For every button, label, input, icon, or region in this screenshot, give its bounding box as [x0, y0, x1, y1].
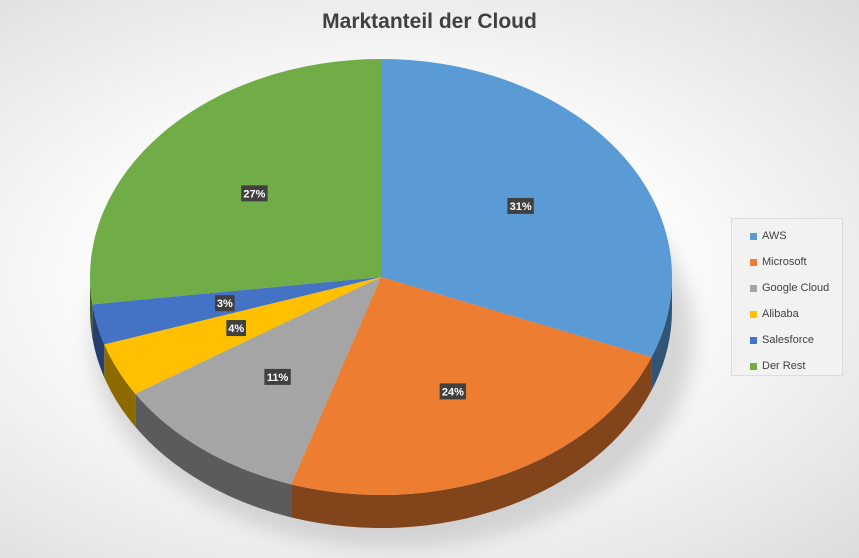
data-label-der-rest: 27% — [243, 188, 265, 200]
data-label-microsoft: 24% — [442, 386, 464, 398]
pie-side-google-cloud — [135, 393, 292, 518]
pie-side-der-rest — [90, 277, 93, 338]
pie-slice-microsoft — [291, 277, 652, 495]
legend-item-salesforce: Salesforce — [732, 327, 842, 353]
data-label-bg-microsoft — [439, 383, 467, 400]
legend-item-google-cloud: Google Cloud — [732, 275, 842, 301]
data-label-bg-aws — [507, 197, 534, 214]
pie-side-aws — [651, 277, 672, 391]
legend-swatch-aws — [750, 232, 757, 240]
pie-slice-google-cloud — [135, 277, 381, 485]
legend-label-salesforce: Salesforce — [762, 334, 814, 346]
data-label-bg-salesforce — [215, 295, 235, 312]
legend-swatch-google-cloud — [750, 284, 757, 292]
legend-label-der-rest: Der Rest — [762, 360, 806, 372]
data-label-salesforce: 3% — [217, 298, 233, 310]
legend-item-alibaba: Alibaba — [732, 301, 842, 327]
legend-label-google-cloud: Google Cloud — [762, 282, 830, 294]
legend-swatch-salesforce — [750, 336, 757, 344]
legend-swatch-alibaba — [750, 310, 757, 318]
legend: AWS Microsoft Google Cloud Alibaba Salesforc… — [731, 218, 843, 376]
legend-label-microsoft: Microsoft — [762, 256, 807, 268]
pie-side-alibaba — [104, 344, 136, 427]
legend-label-aws: AWS — [762, 230, 787, 242]
data-label-bg-alibaba — [226, 320, 246, 337]
data-label-alibaba: 4% — [228, 323, 244, 335]
legend-swatch-der-rest — [750, 362, 757, 370]
pie-side-salesforce — [92, 304, 105, 378]
pie-slice-salesforce — [92, 277, 382, 345]
legend-label-alibaba: Alibaba — [762, 308, 799, 320]
legend-swatch-microsoft — [750, 258, 757, 266]
data-label-google-cloud: 11% — [267, 372, 289, 384]
chart-title: Marktanteil der Cloud — [322, 10, 537, 33]
pie-side-microsoft — [291, 357, 652, 528]
legend-item-microsoft: Microsoft — [732, 249, 842, 275]
legend-item-aws: AWS — [732, 223, 842, 249]
data-label-bg-der-rest — [241, 185, 268, 202]
data-label-bg-google-cloud — [264, 368, 291, 385]
legend-item-der-rest: Der Rest — [732, 353, 842, 379]
pie-slice-der-rest — [89, 59, 381, 305]
data-label-aws: 31% — [510, 201, 532, 213]
